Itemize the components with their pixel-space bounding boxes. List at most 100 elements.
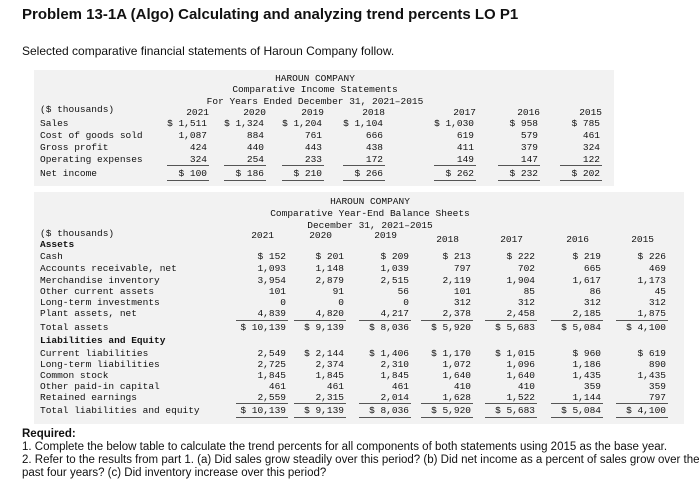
cell-value: $ 100 <box>178 168 207 179</box>
underline <box>224 165 266 166</box>
required-heading: Required: <box>22 428 76 440</box>
cell-value: 410 <box>517 381 535 392</box>
balance-panel <box>34 192 684 424</box>
unit-label: ($ thousands) <box>40 228 115 239</box>
cell-value: 2,374 <box>315 359 344 370</box>
underline <box>359 403 411 404</box>
cell-value: 1,845 <box>380 370 409 381</box>
cell-value: $ 186 <box>235 168 264 179</box>
intro-text: Selected comparative financial statement… <box>22 44 395 58</box>
cell-value: 1,875 <box>637 308 666 319</box>
unit-label: ($ thousands) <box>40 104 115 115</box>
underline <box>421 403 473 404</box>
cell-value: 0 <box>280 297 286 308</box>
cell-value: 797 <box>648 392 666 403</box>
cell-value: 1,093 <box>257 263 286 274</box>
cell-value: 411 <box>456 142 474 153</box>
cell-value: $ 202 <box>571 168 600 179</box>
cell-value: 1,640 <box>442 370 471 381</box>
cell-value: 1,435 <box>572 370 601 381</box>
cell-value: 1,087 <box>178 130 207 141</box>
cell-value: $ 4,100 <box>626 322 666 333</box>
cell-value: 2,559 <box>257 392 286 403</box>
cell-value: 2,515 <box>380 275 409 286</box>
cell-value: $ 10,139 <box>240 322 286 333</box>
row-label: Current liabilities <box>40 348 149 359</box>
row-label: Plant assets, net <box>40 308 137 319</box>
row-label: Net income <box>40 168 98 179</box>
underline <box>551 320 603 321</box>
cell-value: $ 1,015 <box>495 348 535 359</box>
underline <box>421 417 473 418</box>
statement-heading: Comparative Income Statements <box>232 84 398 95</box>
cell-value: 1,640 <box>506 370 535 381</box>
underline <box>485 403 537 404</box>
year-header: 2017 <box>453 107 476 118</box>
cell-value: $ 266 <box>354 168 383 179</box>
cell-value: 1,173 <box>637 275 666 286</box>
cell-value: 0 <box>403 297 409 308</box>
cell-value: 1,039 <box>380 263 409 274</box>
cell-value: $ 5,920 <box>431 405 471 416</box>
cell-value: $ 4,100 <box>626 405 666 416</box>
cell-value: 359 <box>583 381 601 392</box>
underline <box>551 403 603 404</box>
year-header: 2016 <box>566 234 589 245</box>
cell-value: $ 226 <box>637 251 666 262</box>
cell-value: 461 <box>391 381 409 392</box>
cell-value: 797 <box>453 263 471 274</box>
cell-value: 122 <box>582 154 600 165</box>
cell-value: 619 <box>456 130 474 141</box>
row-label: Gross profit <box>40 142 109 153</box>
cell-value: 56 <box>397 286 409 297</box>
cell-value: 890 <box>648 359 666 370</box>
cell-value: 312 <box>583 297 601 308</box>
year-header: 2020 <box>309 230 332 241</box>
row-label: Merchandise inventory <box>40 275 160 286</box>
cell-value: 2,378 <box>442 308 471 319</box>
cell-value: $ 1,324 <box>224 118 264 129</box>
underline <box>485 320 537 321</box>
cell-value: 254 <box>246 154 264 165</box>
cell-value: $ 1,406 <box>369 348 409 359</box>
statement-heading: Comparative Year-End Balance Sheets <box>270 208 470 219</box>
cell-value: $ 9,139 <box>304 322 344 333</box>
cell-value: $ 1,511 <box>167 118 207 129</box>
cell-value: 2,549 <box>257 348 286 359</box>
underline <box>359 417 411 418</box>
underline <box>616 403 668 404</box>
underline <box>236 320 288 321</box>
year-header: 2021 <box>251 230 274 241</box>
row-label: Sales <box>40 118 69 129</box>
cell-value: 101 <box>453 286 471 297</box>
statement-heading: HAROUN COMPANY <box>330 196 410 207</box>
year-header: 2018 <box>436 234 459 245</box>
cell-value: $ 201 <box>315 251 344 262</box>
cell-value: $ 1,170 <box>431 348 471 359</box>
row-label: Cash <box>40 251 63 262</box>
cell-value: 312 <box>517 297 535 308</box>
cell-value: 324 <box>582 142 600 153</box>
cell-value: $ 619 <box>637 348 666 359</box>
cell-value: $ 152 <box>257 251 286 262</box>
statement-heading: HAROUN COMPANY <box>275 73 355 84</box>
year-header: 2019 <box>301 107 324 118</box>
cell-value: $ 232 <box>509 168 538 179</box>
cell-value: $ 9,139 <box>304 405 344 416</box>
cell-value: 461 <box>326 381 344 392</box>
underline <box>560 180 602 181</box>
cell-value: $ 8,036 <box>369 322 409 333</box>
row-label: Operating expenses <box>40 154 143 165</box>
required-section: Required: 1. Complete the below table to… <box>22 428 700 480</box>
cell-value: 884 <box>246 130 264 141</box>
cell-value: 379 <box>520 142 538 153</box>
statement-heading: For Years Ended December 31, 2021–2015 <box>206 96 424 107</box>
underline <box>343 165 385 166</box>
row-label: Long-term liabilities <box>40 359 160 370</box>
row-label: Long-term investments <box>40 297 160 308</box>
cell-value: $ 5,084 <box>561 405 601 416</box>
underline <box>236 417 288 418</box>
cell-value: 410 <box>453 381 471 392</box>
cell-value: $ 262 <box>445 168 474 179</box>
cell-value: 666 <box>365 130 383 141</box>
